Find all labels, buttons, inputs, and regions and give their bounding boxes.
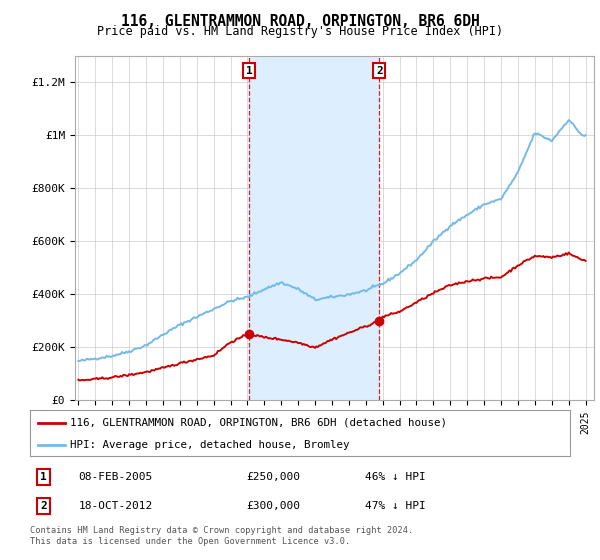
Text: 1: 1 bbox=[40, 472, 47, 482]
Text: Contains HM Land Registry data © Crown copyright and database right 2024.
This d: Contains HM Land Registry data © Crown c… bbox=[30, 526, 413, 546]
Text: 1: 1 bbox=[246, 66, 253, 76]
Text: 2: 2 bbox=[376, 66, 383, 76]
Text: £300,000: £300,000 bbox=[246, 501, 300, 511]
Bar bbox=[249, 56, 379, 400]
Text: £250,000: £250,000 bbox=[246, 472, 300, 482]
Text: 47% ↓ HPI: 47% ↓ HPI bbox=[365, 501, 425, 511]
Text: HPI: Average price, detached house, Bromley: HPI: Average price, detached house, Brom… bbox=[71, 440, 350, 450]
Text: 18-OCT-2012: 18-OCT-2012 bbox=[79, 501, 153, 511]
Text: 116, GLENTRAMMON ROAD, ORPINGTON, BR6 6DH: 116, GLENTRAMMON ROAD, ORPINGTON, BR6 6D… bbox=[121, 14, 479, 29]
Text: 116, GLENTRAMMON ROAD, ORPINGTON, BR6 6DH (detached house): 116, GLENTRAMMON ROAD, ORPINGTON, BR6 6D… bbox=[71, 418, 448, 428]
Text: 46% ↓ HPI: 46% ↓ HPI bbox=[365, 472, 425, 482]
Text: 2: 2 bbox=[40, 501, 47, 511]
Text: 08-FEB-2005: 08-FEB-2005 bbox=[79, 472, 153, 482]
Text: Price paid vs. HM Land Registry's House Price Index (HPI): Price paid vs. HM Land Registry's House … bbox=[97, 25, 503, 38]
